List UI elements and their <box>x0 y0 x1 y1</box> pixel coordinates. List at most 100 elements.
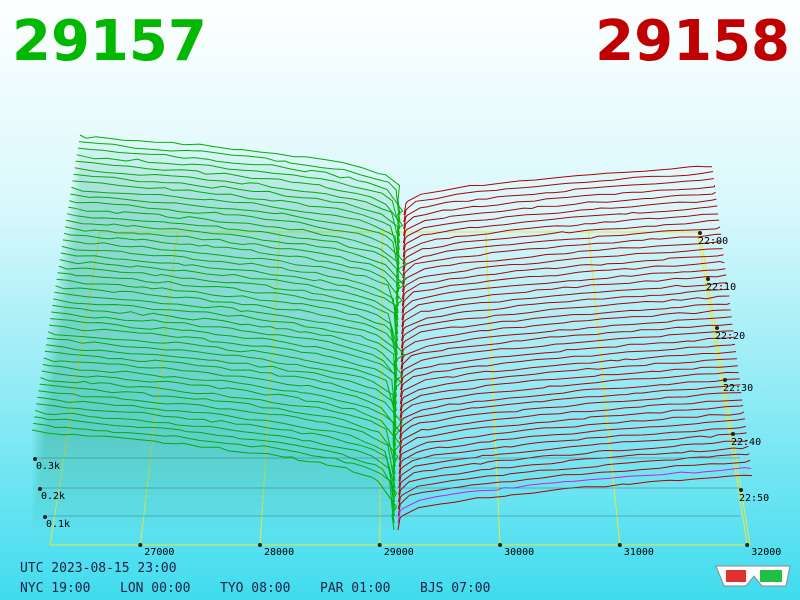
ask-line <box>399 371 739 426</box>
bid-fill <box>32 430 397 530</box>
utc-time: UTC 2023-08-15 23:00 <box>20 561 177 576</box>
bid-line <box>72 180 400 265</box>
ask-line <box>398 411 745 468</box>
bid-line <box>40 377 396 475</box>
price-label: 28000 <box>264 547 294 558</box>
time-tick <box>739 488 743 492</box>
bid-line <box>60 252 399 342</box>
ask-line <box>401 268 726 321</box>
time-tick <box>706 277 710 281</box>
ask-line <box>397 459 751 517</box>
bid-fill <box>66 220 404 306</box>
bid-fill <box>67 213 407 299</box>
bid-fill <box>61 246 398 334</box>
bid-line <box>61 245 399 335</box>
bid-line <box>46 337 397 433</box>
depth-label: 0.3k <box>36 461 60 472</box>
ask-line <box>400 343 736 398</box>
bid-fill <box>33 423 395 523</box>
bid-line <box>38 390 396 489</box>
ask-line <box>399 378 740 433</box>
ask-price: 29158 <box>595 9 790 74</box>
ask-line <box>399 351 737 405</box>
ask-line <box>401 274 727 328</box>
bid-line <box>37 396 396 496</box>
ask-line <box>400 316 732 370</box>
price-tick <box>377 543 382 547</box>
bid-line <box>53 298 398 391</box>
bid-line <box>59 259 398 349</box>
bid-line <box>62 239 399 328</box>
bid-line <box>76 154 401 237</box>
bid-line <box>57 272 398 363</box>
ask-line <box>401 248 723 300</box>
ask-line <box>397 467 752 524</box>
bid-line <box>74 167 400 251</box>
ask-line <box>402 198 717 251</box>
ask-line <box>399 365 738 419</box>
bid-line <box>45 344 397 440</box>
ask-line <box>397 474 753 531</box>
bid-line <box>33 422 395 524</box>
price-grid-line <box>379 231 384 546</box>
ask-line <box>402 213 719 265</box>
depth-lines <box>31 134 753 531</box>
bid-line <box>43 357 400 454</box>
ask-line <box>400 309 731 363</box>
time-tick <box>698 231 702 235</box>
ask-line <box>400 302 730 356</box>
price-label: 31000 <box>624 547 654 558</box>
bid-fill <box>41 371 401 467</box>
ask-line <box>398 425 746 482</box>
price-label: 29000 <box>384 547 414 558</box>
ask-line <box>399 384 741 440</box>
glasses-icon <box>715 565 791 587</box>
ask-line <box>402 226 721 279</box>
bid-fill <box>40 377 396 474</box>
time-label: 22:50 <box>739 493 769 504</box>
price-tick <box>138 543 143 547</box>
price-tick <box>745 543 750 547</box>
price-tick <box>258 543 262 547</box>
depth-tick <box>33 457 37 461</box>
ask-line <box>403 185 716 237</box>
ask-line <box>402 205 718 258</box>
time-label: 22:10 <box>706 282 736 293</box>
bid-fill <box>70 194 399 278</box>
bid-fill <box>45 344 396 439</box>
bid-fill <box>78 141 400 222</box>
bid-fill <box>38 390 395 488</box>
ask-line <box>398 432 747 489</box>
ask-line <box>398 445 749 503</box>
bid-fill <box>49 325 397 418</box>
bid-line <box>52 304 404 398</box>
bid-line <box>73 173 400 258</box>
price-tick <box>498 543 503 547</box>
price-label: 30000 <box>504 547 534 558</box>
ask-line <box>401 295 730 349</box>
time-label: 22:00 <box>698 236 728 247</box>
bid-line <box>75 160 404 244</box>
ask-line <box>398 439 748 496</box>
bid-fill <box>46 338 396 432</box>
bid-line <box>31 429 397 531</box>
bid-line <box>64 226 400 314</box>
bid-line <box>41 370 402 468</box>
axis-labels: 27000 28000 29000 30000 31000 32000 0.3k 0.2k 0.… <box>33 231 781 558</box>
time-tick <box>715 326 719 330</box>
bid-fill <box>39 384 398 481</box>
bid-line <box>39 383 399 482</box>
depth-tick <box>43 515 47 519</box>
bid-line <box>63 232 403 321</box>
price-grid-line <box>485 231 501 546</box>
bid-line <box>56 278 398 370</box>
bid-line <box>79 134 401 216</box>
zone-time: BJS 07:00 <box>420 581 490 596</box>
ask-line <box>403 191 716 244</box>
price-label: 32000 <box>751 547 781 558</box>
ask-line <box>398 418 745 475</box>
bid-line <box>69 200 408 286</box>
bid-line <box>51 311 402 405</box>
bid-price: 29157 <box>12 9 207 74</box>
ask-line <box>401 260 725 314</box>
